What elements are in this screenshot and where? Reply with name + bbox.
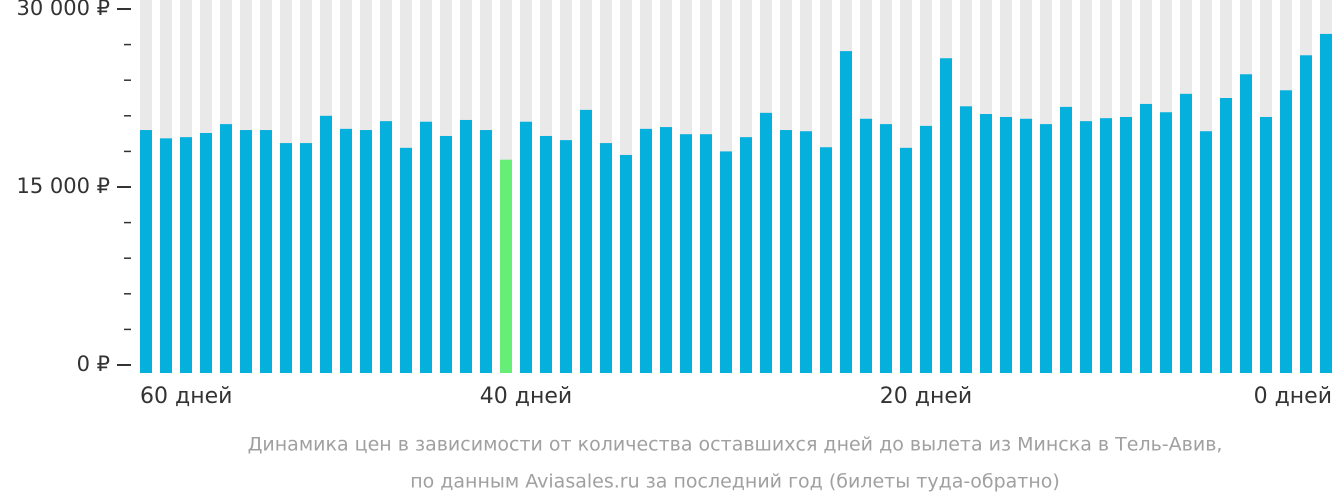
- bar: [1100, 118, 1112, 373]
- bar: [820, 147, 832, 373]
- bar: [1280, 90, 1292, 373]
- bar: [1180, 93, 1192, 373]
- bar: [720, 151, 732, 373]
- x-tick-label: 40 дней: [480, 384, 572, 409]
- bar: [840, 51, 852, 373]
- y-tick-label: 15 000 ₽: [16, 174, 110, 198]
- bar: [520, 121, 532, 373]
- y-tick-label: 0 ₽: [77, 352, 110, 376]
- bar: [740, 137, 752, 373]
- bar: [1220, 98, 1232, 373]
- bar: [160, 138, 172, 373]
- bar: [600, 143, 612, 373]
- bar: [300, 143, 312, 373]
- x-tick-label: 0 дней: [1254, 384, 1332, 409]
- y-tick-label: 30 000 ₽: [16, 0, 110, 20]
- bar: [1320, 33, 1332, 374]
- bar: [280, 143, 292, 373]
- bar: [620, 154, 632, 373]
- bar: [1140, 103, 1152, 373]
- bar: [540, 135, 552, 373]
- bar: [440, 135, 452, 373]
- bar: [1240, 74, 1252, 374]
- bar: [1200, 131, 1212, 373]
- bar: [900, 147, 912, 373]
- bar: [200, 133, 212, 373]
- bar: [360, 130, 372, 373]
- bar: [320, 115, 332, 374]
- bar: [1080, 121, 1092, 373]
- caption: по данным Aviasales.ru за последний год …: [410, 471, 1060, 493]
- bar: [1260, 116, 1272, 373]
- bar: [680, 134, 692, 373]
- bar: [920, 125, 932, 374]
- bar: [1120, 116, 1132, 373]
- bar: [780, 130, 792, 373]
- bar: [500, 159, 512, 373]
- bar: [460, 119, 472, 373]
- bar: [860, 118, 872, 374]
- bar: [400, 147, 412, 373]
- bar: [180, 137, 192, 373]
- bar: [140, 130, 152, 373]
- bar: [880, 124, 892, 374]
- bar: [380, 121, 392, 373]
- bar: [800, 131, 812, 373]
- bar: [980, 114, 992, 374]
- bar: [700, 134, 712, 373]
- x-tick-label: 60 дней: [140, 384, 232, 409]
- bar: [660, 127, 672, 373]
- bar: [1160, 112, 1172, 374]
- bar: [220, 124, 232, 374]
- bar: [940, 58, 952, 373]
- bar: [580, 109, 592, 373]
- bar: [1060, 106, 1072, 374]
- bar: [260, 130, 272, 373]
- bar: [560, 140, 572, 373]
- bar: [1300, 55, 1312, 373]
- bar: [960, 106, 972, 373]
- bar: [1000, 116, 1012, 373]
- bar: [760, 112, 772, 373]
- x-tick-label: 20 дней: [880, 384, 972, 409]
- caption: Динамика цен в зависимости от количества…: [248, 434, 1223, 456]
- bar: [640, 128, 652, 373]
- bar: [480, 130, 492, 373]
- bar: [340, 128, 352, 373]
- bar: [1040, 124, 1052, 374]
- bar: [240, 130, 252, 373]
- bar: [420, 121, 432, 373]
- bar: [1020, 118, 1032, 374]
